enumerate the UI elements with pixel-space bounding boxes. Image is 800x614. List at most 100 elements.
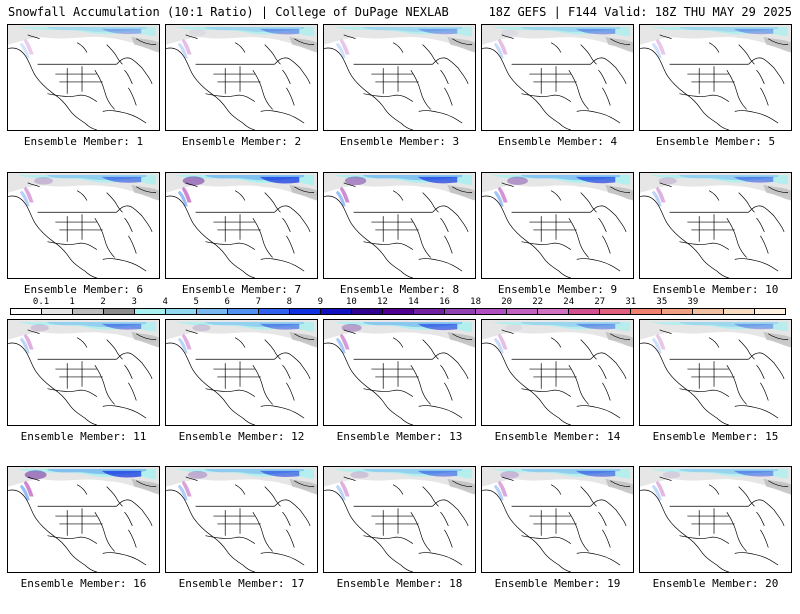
ensemble-member-panel: Ensemble Member: 18 (323, 466, 476, 614)
coastlines (8, 34, 157, 130)
map-canvas (8, 320, 159, 425)
map-canvas (482, 25, 633, 130)
colorbar-tick-label: 2 (100, 297, 106, 307)
snowfall-map (639, 466, 792, 573)
snowfall-map (639, 24, 792, 131)
map-canvas (640, 173, 791, 278)
colorbar-tick-label: 6 (224, 297, 230, 307)
coastlines (640, 329, 789, 425)
snowfall-map (639, 319, 792, 426)
map-canvas (640, 467, 791, 572)
snowfall-map (7, 24, 160, 131)
colorbar-swatch (166, 309, 197, 314)
coastlines (8, 182, 157, 278)
snowfall-shading (166, 320, 317, 354)
colorbar-swatch (321, 309, 352, 314)
colorbar-tick-label: 8 (286, 297, 293, 307)
colorbar-tick-label: 7 (255, 297, 262, 307)
colorbar-tick-label: 20 (501, 297, 513, 307)
snowfall-map (7, 172, 160, 279)
snowfall-shading (166, 173, 317, 207)
ensemble-member-caption: Ensemble Member: 17 (178, 577, 305, 590)
ensemble-member-caption: Ensemble Member: 18 (336, 577, 463, 590)
snowfall-shading (640, 25, 791, 59)
ensemble-member-panel: Ensemble Member: 16 (7, 466, 160, 614)
coastlines (8, 329, 157, 425)
ensemble-member-caption: Ensemble Member: 14 (494, 430, 621, 443)
snowfall-shading (640, 320, 791, 354)
snowfall-map (323, 172, 476, 279)
map-canvas (640, 320, 791, 425)
snowfall-shading (324, 320, 475, 354)
colorbar-swatch (11, 309, 42, 314)
snowfall-map (323, 466, 476, 573)
snowfall-colorbar: 0.1 1 2 3 4 5 6 7 8 9 10 12 14 16 18 20 22 24 27 31 35 39 (10, 297, 786, 317)
coastlines (640, 476, 789, 572)
snowfall-shading (324, 173, 475, 207)
colorbar-tick-label: 31 (625, 297, 637, 307)
snowfall-shading (166, 25, 317, 59)
colorbar-tick-label: 39 (687, 297, 699, 307)
ensemble-member-caption: Ensemble Member: 5 (655, 135, 776, 148)
snowfall-shading (8, 25, 159, 59)
colorbar-tick-label: 22 (532, 297, 544, 307)
coastlines (324, 476, 473, 572)
ensemble-member-panel: Ensemble Member: 5 (639, 24, 792, 172)
colorbar-tick-label: 27 (594, 297, 606, 307)
colorbar-swatch (135, 309, 166, 314)
snowfall-map (639, 172, 792, 279)
colorbar-swatch (569, 309, 600, 314)
ensemble-member-panel: Ensemble Member: 10 (639, 172, 792, 320)
snowfall-map (165, 24, 318, 131)
map-canvas (482, 320, 633, 425)
colorbar-tick-label: 9 (317, 297, 324, 307)
colorbar-swatch (104, 309, 135, 314)
ensemble-member-caption: Ensemble Member: 10 (652, 283, 779, 296)
colorbar-tick-label: 14 (408, 297, 419, 307)
ensemble-member-panel: Ensemble Member: 19 (481, 466, 634, 614)
colorbar-swatch (259, 309, 290, 314)
colorbar-tick-label: 3 (131, 297, 137, 307)
ensemble-member-panel: Ensemble Member: 2 (165, 24, 318, 172)
colorbar-tick-label: 0.1 (32, 297, 50, 307)
colorbar-tick-label: 24 (563, 297, 575, 307)
ensemble-member-panel: Ensemble Member: 9 (481, 172, 634, 320)
colorbar-tick-label: 18 (470, 297, 482, 307)
ensemble-member-caption: Ensemble Member: 1 (23, 135, 144, 148)
snowfall-map (165, 466, 318, 573)
ensemble-member-caption: Ensemble Member: 7 (181, 283, 302, 296)
ensemble-member-panel: Ensemble Member: 15 (639, 319, 792, 467)
ensemble-member-panel: Ensemble Member: 3 (323, 24, 476, 172)
snowfall-shading (324, 467, 475, 501)
coastlines (482, 329, 631, 425)
ensemble-member-panel: Ensemble Member: 8 (323, 172, 476, 320)
map-canvas (8, 467, 159, 572)
snowfall-map (481, 24, 634, 131)
snowfall-map (323, 319, 476, 426)
snowfall-shading (482, 173, 633, 207)
ensemble-member-caption: Ensemble Member: 12 (178, 430, 305, 443)
snowfall-map (481, 172, 634, 279)
colorbar-swatch (755, 309, 785, 314)
colorbar-swatch (507, 309, 538, 314)
ensemble-member-caption: Ensemble Member: 16 (20, 577, 147, 590)
map-title: Snowfall Accumulation (10:1 Ratio) | Col… (8, 5, 449, 19)
colorbar-labels: 0.1 1 2 3 4 5 6 7 8 9 10 12 14 16 18 20 22 24 27 31 35 39 (10, 297, 786, 307)
ensemble-member-caption: Ensemble Member: 9 (497, 283, 618, 296)
ensemble-member-panel: Ensemble Member: 11 (7, 319, 160, 467)
valid-time-label: 18Z GEFS | F144 Valid: 18Z THU MAY 29 20… (488, 5, 792, 19)
coastlines (640, 182, 789, 278)
ensemble-member-panel: Ensemble Member: 1 (7, 24, 160, 172)
colorbar-swatch (352, 309, 383, 314)
ensemble-member-caption: Ensemble Member: 8 (339, 283, 460, 296)
coastlines (482, 476, 631, 572)
ensemble-member-caption: Ensemble Member: 6 (23, 283, 144, 296)
ensemble-member-panel: Ensemble Member: 13 (323, 319, 476, 467)
coastlines (640, 34, 789, 130)
ensemble-member-caption: Ensemble Member: 3 (339, 135, 460, 148)
map-canvas (166, 320, 317, 425)
map-canvas (482, 173, 633, 278)
colorbar-tick-label: 4 (162, 297, 168, 307)
colorbar-swatch (42, 309, 73, 314)
ensemble-member-caption: Ensemble Member: 11 (20, 430, 147, 443)
